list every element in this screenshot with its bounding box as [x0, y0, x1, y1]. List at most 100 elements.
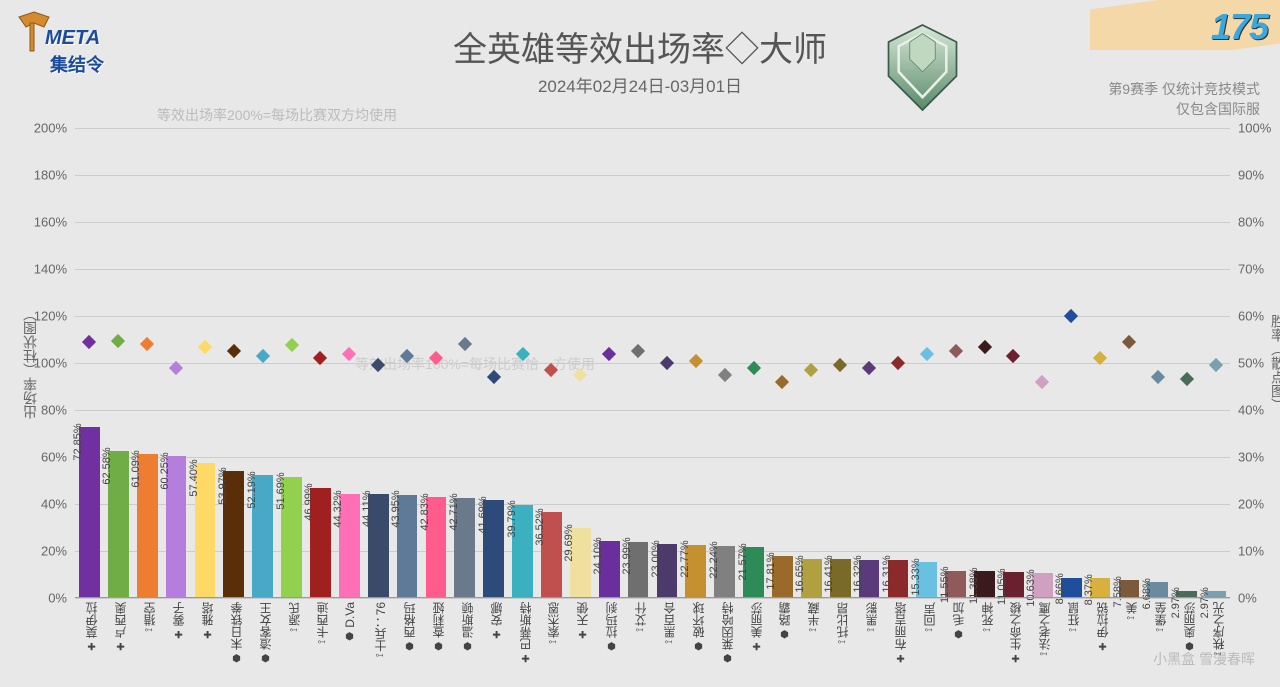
- note-200: 等效出场率200%=每场比赛双方均使用: [157, 105, 397, 125]
- rank-badge-icon: [880, 20, 965, 115]
- x-label-奥丽莎: ⬢奥丽莎: [1181, 602, 1198, 651]
- x-label-渣客女王: ⬢渣客女王: [257, 602, 274, 663]
- marker-卢西奥: [111, 334, 125, 348]
- right-notes: 第9赛季 仅统计竞技模式 仅包含国际服: [1108, 80, 1260, 119]
- val-莱因哈特: 22.24%: [708, 542, 720, 579]
- gridline: [75, 128, 1230, 129]
- gridline: [75, 457, 1230, 458]
- watermark: 小黑盒 雪漫春晖: [1153, 649, 1255, 669]
- x-label-法老之鹰: ⟟法老之鹰: [1036, 602, 1053, 656]
- y-right-tick: 40%: [1238, 403, 1280, 418]
- y-right-tick: 30%: [1238, 450, 1280, 465]
- marker-回声: [920, 347, 934, 361]
- x-label-雾子: ✚雾子: [170, 602, 187, 639]
- val-温斯顿: 42.71%: [448, 494, 460, 531]
- marker-狂鼠: [1064, 309, 1078, 323]
- right-note-1: 第9赛季 仅统计竞技模式: [1108, 80, 1260, 100]
- x-label-天使: ✚天使: [574, 602, 591, 639]
- val-雅塔: 57.40%: [188, 459, 200, 496]
- y-right-tick: 50%: [1238, 356, 1280, 371]
- marker-温斯顿: [458, 337, 472, 351]
- val-死神: 11.38%: [968, 567, 980, 604]
- x-label-查莉娅: ⬢查莉娅: [430, 602, 447, 651]
- x-label-士兵：76: ⟟士兵：76: [372, 602, 389, 657]
- x-label-狂鼠: ⟟狂鼠: [1065, 602, 1082, 632]
- x-label-美: ⟟美: [1123, 602, 1140, 620]
- x-label-D.Va: ⬢D.Va: [343, 602, 357, 641]
- marker-毛加: [949, 344, 963, 358]
- y-left-tick: 200%: [7, 121, 67, 136]
- chart-plot-area: 出场率（柱状图） 胜率（散点图） 0%20%40%60%80%100%120%1…: [75, 128, 1230, 598]
- val-半藏: 16.65%: [794, 555, 806, 592]
- y-right-tick: 70%: [1238, 262, 1280, 277]
- marker-路霸: [775, 375, 789, 389]
- val-美丽莎: 21.57%: [737, 543, 749, 580]
- val-猎空: 61.09%: [130, 450, 142, 487]
- val-西格玛: 43.95%: [390, 491, 402, 528]
- val-黑百合: 23.00%: [650, 540, 662, 577]
- val-拉玛刹: 24.10%: [592, 537, 604, 574]
- marker-美: [1122, 335, 1136, 349]
- val-天使: 29.69%: [563, 524, 575, 561]
- val-D.Va: 44.32%: [332, 490, 344, 527]
- y-left-tick: 180%: [7, 168, 67, 183]
- val-艾什: 23.99%: [621, 538, 633, 575]
- marker-秩序之光: [1208, 358, 1222, 372]
- y-left-tick: 160%: [7, 215, 67, 230]
- x-label-黑影: ⟟黑影: [863, 602, 880, 632]
- y-right-tick: 80%: [1238, 215, 1280, 230]
- marker-末日铁拳: [227, 344, 241, 358]
- marker-堡垒: [1151, 370, 1165, 384]
- val-渣客女王: 52.19%: [246, 471, 258, 508]
- gridline: [75, 363, 1230, 364]
- marker-法老之鹰: [1035, 375, 1049, 389]
- x-label-末日铁拳: ⬢末日铁拳: [228, 602, 245, 663]
- x-label-生命之梭: ✚生命之梭: [1007, 602, 1024, 663]
- y-left-tick: 0%: [7, 591, 67, 606]
- y-left-tick: 40%: [7, 497, 67, 512]
- x-label-堡垒: ⟟堡垒: [1152, 602, 1169, 632]
- x-label-黑百合: ⟟黑百合: [661, 602, 678, 644]
- marker-拉玛刹: [602, 347, 616, 361]
- marker-托比昂: [833, 358, 847, 372]
- x-label-半藏: ⟟半藏: [805, 602, 822, 632]
- x-label-索杰恩: ⟟索杰恩: [545, 602, 562, 644]
- marker-黑百合: [660, 356, 674, 370]
- chart-subtitle: 2024年02月24日-03月01日: [0, 72, 1280, 97]
- y-left-tick: 120%: [7, 309, 67, 324]
- val-回声: 15.33%: [910, 558, 922, 595]
- val-路霸: 17.81%: [765, 552, 777, 589]
- marker-渣客女王: [256, 349, 270, 363]
- val-卡西迪: 46.99%: [303, 484, 315, 521]
- x-label-艾什: ⟟艾什: [632, 602, 649, 632]
- gridline: [75, 410, 1230, 411]
- x-label-伊拉锐: ✚伊拉锐: [1094, 602, 1111, 651]
- x-label-拉玛刹: ⬢拉玛刹: [603, 602, 620, 651]
- x-label-莫伊拉: ✚莫伊拉: [83, 602, 100, 651]
- x-label-死神: ⟟死神: [979, 602, 996, 632]
- x-label-回声: ⟟回声: [921, 602, 938, 632]
- x-label-安娜: ✚安娜: [488, 602, 505, 639]
- x-label-布丽吉塔: ✚布丽吉塔: [892, 602, 909, 663]
- y-right-tick: 60%: [1238, 309, 1280, 324]
- val-查莉娅: 42.83%: [419, 493, 431, 530]
- chart-title: 全英雄等效出场率◇大师: [0, 22, 1280, 71]
- marker-死神: [977, 339, 991, 353]
- x-label-毛加: ⬢毛加: [950, 602, 967, 639]
- val-安娜: 41.69%: [477, 496, 489, 533]
- x-label-源氏: ⟟源氏: [286, 602, 303, 632]
- y-left-tick: 100%: [7, 356, 67, 371]
- val-莫伊拉: 72.85%: [72, 423, 84, 460]
- y-right-tick: 100%: [1238, 121, 1280, 136]
- marker-猎空: [140, 337, 154, 351]
- x-label-破坏球: ⬢破坏球: [690, 602, 707, 651]
- y-right-tick: 10%: [1238, 544, 1280, 559]
- x-axis-labels: ✚莫伊拉✚卢西奥⟟猎空✚雾子✚雅塔⬢末日铁拳⬢渣客女王⟟源氏⟟卡西迪⬢D.Va⟟…: [75, 600, 1230, 685]
- val-托比昂: 16.41%: [823, 555, 835, 592]
- y-left-tick: 140%: [7, 262, 67, 277]
- note-100: 等效出场率100%=每场比赛恰一方使用: [355, 354, 595, 374]
- val-末日铁拳: 53.97%: [217, 467, 229, 504]
- val-士兵：76: 44.11%: [361, 490, 373, 527]
- x-axis-line: [75, 597, 1230, 598]
- right-note-2: 仅包含国际服: [1108, 100, 1260, 120]
